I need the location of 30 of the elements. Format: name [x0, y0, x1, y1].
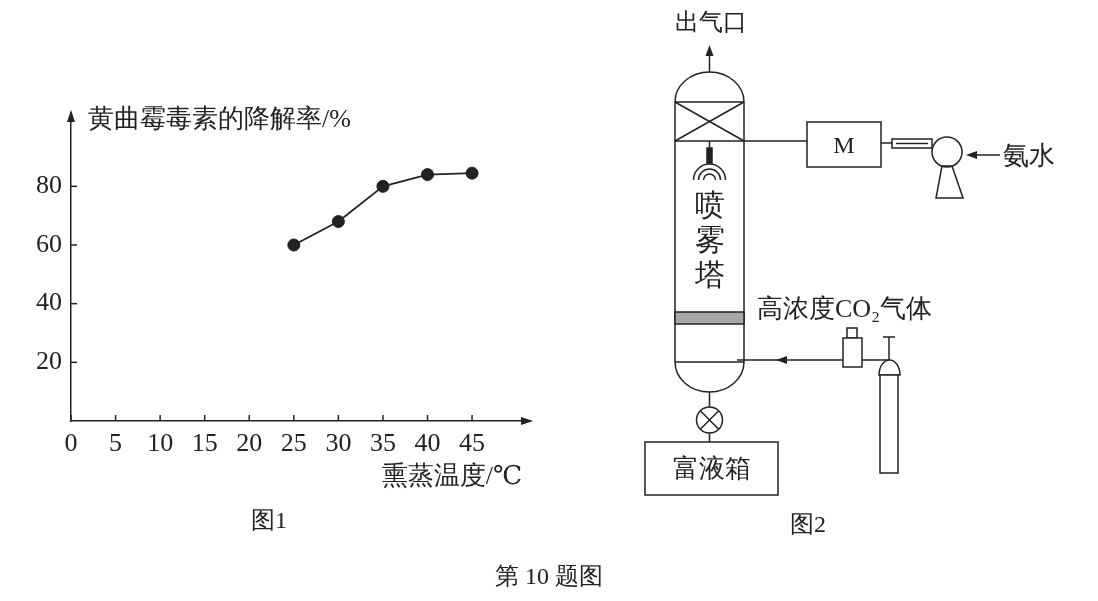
text: 富液箱 — [672, 454, 751, 483]
x-tick-label: 5 — [109, 428, 123, 458]
point — [376, 179, 390, 193]
y-tick-label: 40 — [36, 287, 62, 317]
point — [287, 238, 301, 252]
x-tick-label: 0 — [64, 428, 78, 458]
x-tick-label: 10 — [147, 428, 174, 458]
text: 出气口 — [675, 9, 747, 35]
x-tick-label: 20 — [236, 428, 263, 458]
x-tick-label: 45 — [459, 428, 486, 458]
x-tick-label: 25 — [280, 428, 307, 458]
x-tick-label: 15 — [191, 428, 218, 458]
y-axis-title: 黄曲霉毒素的降解率/% — [88, 103, 351, 133]
caption: 图1 — [251, 507, 287, 534]
text: 氨水 — [1003, 141, 1055, 170]
y-tick-label: 60 — [36, 228, 62, 258]
text: 高浓度CO₂气体 — [757, 294, 933, 323]
x-tick-label: 30 — [325, 428, 352, 458]
point — [331, 215, 345, 229]
x-tick-label: 35 — [369, 428, 396, 458]
point — [465, 166, 479, 180]
text: M — [833, 132, 855, 158]
x-tick-label: 40 — [414, 428, 441, 458]
x-axis-title: 熏蒸温度/℃ — [381, 460, 522, 490]
text: 第 10 题图 — [495, 563, 603, 590]
point — [421, 168, 435, 182]
text: 喷雾塔 — [694, 187, 725, 293]
y-tick-label: 20 — [36, 346, 62, 376]
caption: 图2 — [790, 511, 826, 537]
y-tick-label: 80 — [36, 170, 62, 200]
